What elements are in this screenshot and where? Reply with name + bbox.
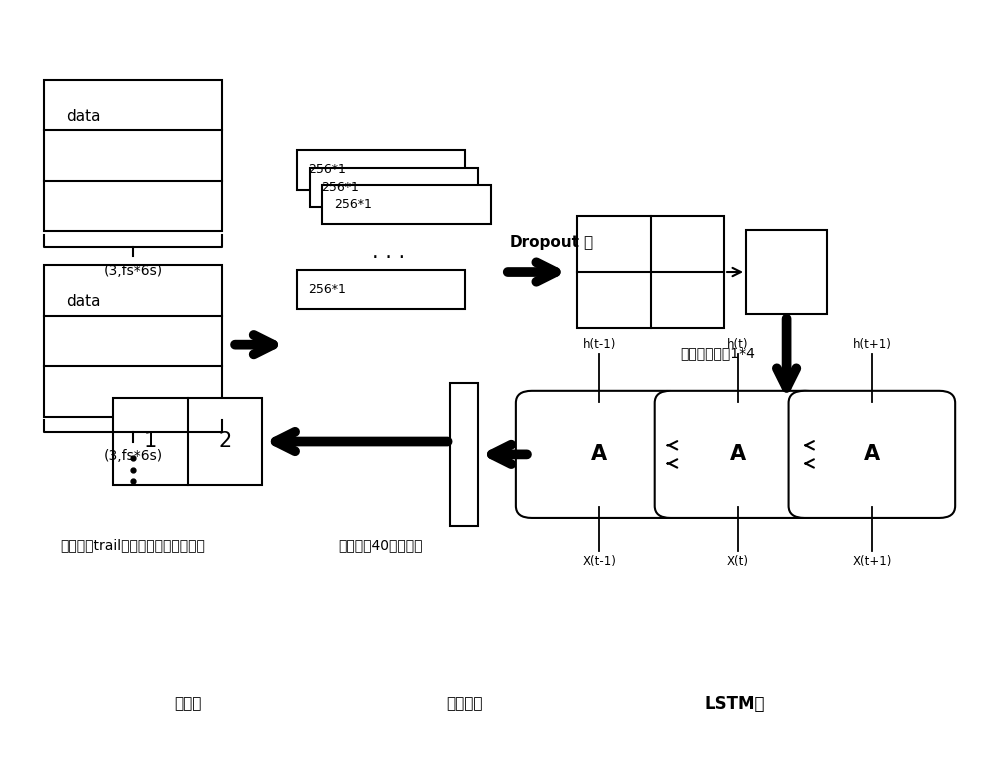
Bar [297, 270, 465, 309]
Text: 全连接层: 全连接层 [446, 697, 483, 711]
Text: A: A [591, 444, 607, 464]
Text: 层: 层 [583, 235, 592, 250]
Bar [297, 150, 465, 190]
Text: X(t): X(t) [727, 555, 749, 568]
Text: h(t-1): h(t-1) [582, 338, 616, 351]
Text: A: A [864, 444, 880, 464]
Text: 1: 1 [144, 431, 157, 451]
Text: (3,fs*6s): (3,fs*6s) [104, 449, 163, 463]
Text: 256*1: 256*1 [322, 181, 359, 194]
Bar [44, 265, 222, 417]
FancyBboxPatch shape [516, 391, 682, 518]
Text: (3,fs*6s): (3,fs*6s) [104, 265, 163, 278]
Bar [577, 216, 724, 328]
Text: h(t): h(t) [727, 338, 749, 351]
Bar [44, 80, 222, 231]
Text: · · ·: · · · [372, 248, 405, 268]
Bar [310, 168, 478, 207]
FancyBboxPatch shape [655, 391, 821, 518]
Text: data: data [66, 109, 100, 124]
Text: 卷积层（40卷积核）: 卷积层（40卷积核） [339, 539, 423, 552]
Text: 输出层: 输出层 [174, 697, 201, 711]
Bar [746, 230, 827, 314]
FancyBboxPatch shape [789, 391, 955, 518]
Text: 池化层，核长1*4: 池化层，核长1*4 [681, 347, 756, 360]
Bar [450, 382, 478, 526]
Bar [322, 185, 491, 224]
Text: data: data [66, 294, 100, 309]
Text: 输入层（trail，导联数，采样点数）: 输入层（trail，导联数，采样点数） [61, 539, 206, 552]
Bar [113, 398, 262, 485]
Text: 2: 2 [218, 431, 231, 451]
Text: 256*1: 256*1 [334, 198, 372, 211]
Text: h(t+1): h(t+1) [852, 338, 891, 351]
Text: 256*1: 256*1 [309, 283, 346, 296]
Text: A: A [730, 444, 746, 464]
Text: LSTM层: LSTM层 [705, 695, 765, 713]
Text: X(t+1): X(t+1) [852, 555, 892, 568]
Text: X(t-1): X(t-1) [582, 555, 616, 568]
Text: 256*1: 256*1 [309, 164, 346, 177]
Text: Dropout: Dropout [510, 235, 580, 250]
